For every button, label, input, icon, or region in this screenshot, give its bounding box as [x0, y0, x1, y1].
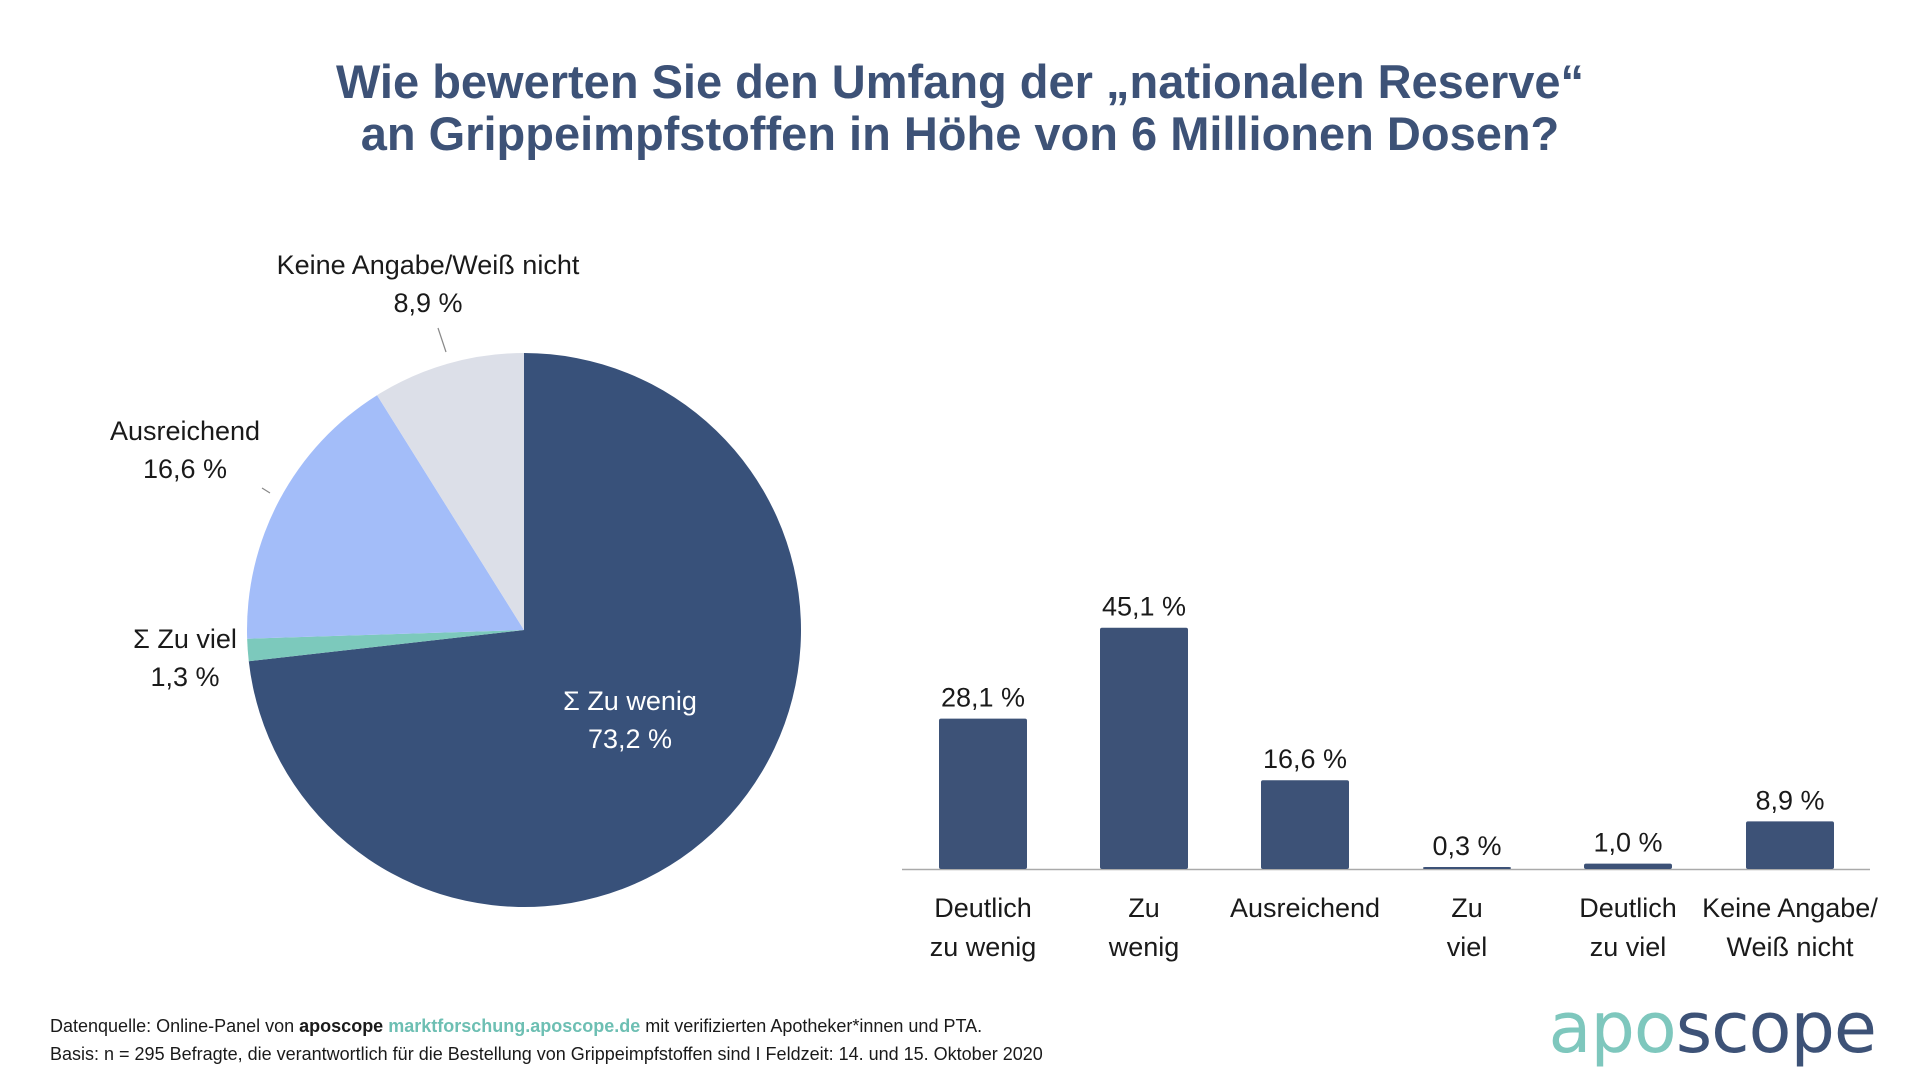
pie-slice-3	[247, 395, 524, 639]
bar-category-label-1-1: Deutlich	[934, 893, 1032, 923]
bar-category-label-4-1: Zu	[1451, 893, 1483, 923]
chart-title-line-1: Wie bewerten Sie den Umfang der „nationa…	[335, 55, 1585, 108]
pie-leader-line-3	[261, 487, 271, 494]
chart-title: Wie bewerten Sie den Umfang der „nationa…	[0, 56, 1920, 160]
bar-value-label-1: 28,1 %	[941, 683, 1025, 713]
bar-5	[1584, 863, 1672, 869]
bar-value-label-2: 45,1 %	[1102, 592, 1186, 622]
bar-value-label-3: 16,6 %	[1263, 744, 1347, 774]
footer-link[interactable]: marktforschung.aposcope.de	[388, 1016, 641, 1036]
pie-leader-line-4	[437, 327, 447, 353]
bar-category-label-1-2: zu wenig	[930, 932, 1037, 962]
pie-value-label-2: 1,3 %	[150, 662, 219, 692]
chart-title-line-2: an Grippeimpfstoffen in Höhe von 6 Milli…	[360, 107, 1560, 160]
footer-brand: aposcope	[299, 1016, 384, 1036]
bar-4	[1423, 867, 1511, 869]
footer-source: Datenquelle: Online-Panel von aposcope m…	[50, 1012, 1043, 1068]
pie-label-4: Keine Angabe/Weiß nicht	[277, 250, 580, 280]
pie-value-label-4: 8,9 %	[393, 288, 462, 318]
bar-category-label-2-2: wenig	[1108, 932, 1180, 962]
bar-value-label-6: 8,9 %	[1755, 785, 1824, 815]
bar-1	[939, 718, 1027, 869]
pie-slice-4	[377, 353, 524, 630]
bar-category-label-6-1: Keine Angabe/	[1702, 893, 1878, 923]
pie-value-label-3: 16,6 %	[143, 454, 227, 484]
bar-category-label-2-1: Zu	[1128, 893, 1160, 923]
pie-value-label-1: 73,2 %	[588, 724, 672, 754]
aposcope-logo: aposcope	[1548, 987, 1877, 1069]
pie-label-2: Σ Zu viel	[133, 624, 237, 654]
bar-category-label-5-1: Deutlich	[1579, 893, 1677, 923]
pie-label-1: Σ Zu wenig	[563, 686, 697, 716]
pie-label-3: Ausreichend	[110, 416, 260, 446]
pie-slice-2	[247, 630, 524, 662]
footer-line-1: Datenquelle: Online-Panel von aposcope m…	[50, 1012, 1043, 1040]
bar-category-label-5-2: zu viel	[1590, 932, 1667, 962]
bar-3	[1261, 780, 1349, 869]
pie-slice-1	[248, 353, 802, 907]
bar-2	[1100, 627, 1188, 869]
bar-category-label-3-1: Ausreichend	[1230, 893, 1380, 923]
pie-chart: Σ Zu wenig 73,2 % Σ Zu viel 1,3 % Ausreichen…	[110, 250, 802, 907]
bar-value-label-5: 1,0 %	[1593, 828, 1662, 858]
footer-source-suffix: mit verifizierten Apotheker*innen und PT…	[640, 1016, 983, 1036]
bar-category-label-4-2: viel	[1447, 932, 1488, 962]
bar-chart: 28,1 % Deutlich zu wenig 45,1 % Zu wenig 16,6 …	[902, 592, 1878, 962]
footer-line-2: Basis: n = 295 Befragte, die verantwortl…	[50, 1044, 1043, 1064]
bar-value-label-4: 0,3 %	[1432, 831, 1501, 861]
footer-source-prefix: Datenquelle: Online-Panel von	[50, 1016, 300, 1036]
bar-category-label-6-2: Weiß nicht	[1726, 932, 1854, 962]
bar-6	[1746, 821, 1834, 869]
